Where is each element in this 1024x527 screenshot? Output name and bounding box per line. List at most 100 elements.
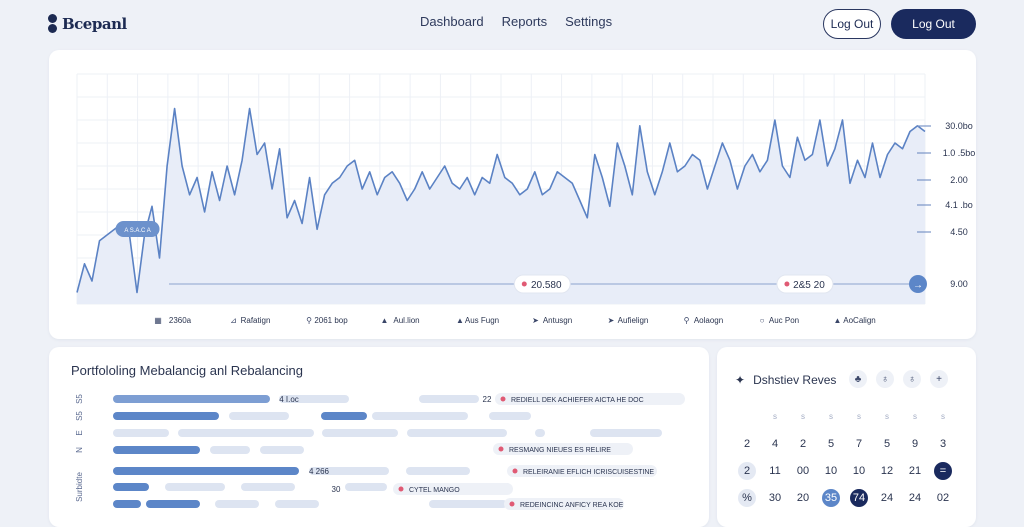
- bell-icon[interactable]: ♁: [903, 370, 921, 388]
- allocation-bar: [275, 500, 319, 508]
- tag-label: REDEINCINC ANFICY REA KOE: [520, 502, 624, 509]
- row-side-label: E: [75, 430, 84, 435]
- x-tick-label: 2061 bop: [314, 316, 348, 325]
- calendar-day[interactable]: 5: [883, 437, 891, 450]
- allocation-bar: [113, 412, 219, 420]
- calendar-day[interactable]: 10: [852, 464, 866, 477]
- calendar-day[interactable]: 20: [796, 491, 810, 504]
- tag-label: REDIELL DEK ACHIEFER AICTA HE DOC: [511, 397, 644, 404]
- calendar-day[interactable]: 2: [743, 437, 751, 450]
- allocation-bar: [113, 446, 200, 454]
- range-handle[interactable]: →: [909, 275, 927, 293]
- calendar-day[interactable]: 21: [908, 464, 922, 477]
- rebalance-tag[interactable]: RELEIRANIE EFLICH ICRISCUISESTINE: [507, 465, 657, 477]
- calendar-day[interactable]: 4: [771, 437, 779, 450]
- allocation-bar: [372, 412, 454, 420]
- allocation-bar: [146, 500, 200, 508]
- bell-icon[interactable]: ♁: [876, 370, 894, 388]
- portfolio-card: Portfololing Mebalancig anl Rebalancing …: [49, 347, 709, 527]
- calendar-day[interactable]: 2: [799, 437, 807, 450]
- calendar-day[interactable]: 3: [939, 437, 947, 450]
- weekday-label: s: [801, 412, 805, 421]
- calendar-day[interactable]: 35: [817, 484, 845, 511]
- y-tick-label: 1.0 .5bo: [943, 148, 976, 158]
- calendar-day[interactable]: 10: [824, 464, 838, 477]
- chart-annotation[interactable]: A S.A.C A: [115, 221, 160, 237]
- sparkle-icon: ✦: [735, 373, 746, 387]
- y-tick-label: 30.0bo: [945, 121, 973, 131]
- day-marker: 74: [850, 488, 868, 507]
- weekday-label: s: [913, 412, 917, 421]
- allocation-bar: [322, 429, 398, 437]
- row-value-label: 30: [332, 485, 341, 494]
- allocation-bar: [113, 429, 169, 437]
- row-side-label: S5: [75, 411, 84, 421]
- logo[interactable]: Bcepanl: [48, 14, 127, 34]
- y-tick-label: 9.00: [950, 279, 968, 289]
- nav-settings[interactable]: Settings: [565, 14, 613, 29]
- calendar-day[interactable]: 11: [769, 464, 781, 477]
- calendar-day[interactable]: 2: [733, 457, 761, 484]
- series-area: [77, 108, 925, 304]
- allocation-bar: [345, 483, 387, 491]
- logout-outline-button[interactable]: Log Out: [823, 9, 881, 39]
- x-tick-label: Aufielign: [618, 316, 649, 325]
- allocation-bar: [309, 467, 389, 475]
- calendar-day[interactable]: %: [733, 484, 761, 511]
- row-value-label: 4 I.oc: [279, 395, 299, 404]
- logout-button[interactable]: Log Out: [891, 9, 976, 39]
- calendar-day[interactable]: 12: [880, 464, 894, 477]
- main-nav: Dashboard Reports Settings: [420, 14, 612, 29]
- nav-reports[interactable]: Reports: [501, 14, 548, 29]
- calendar-day[interactable]: 02: [936, 491, 950, 504]
- weekday-label: s: [941, 412, 945, 421]
- pin-icon: ⚲: [306, 316, 312, 325]
- calendar-day[interactable]: 74: [845, 484, 873, 511]
- allocation-bar: [165, 483, 225, 491]
- allocation-bar: [590, 429, 662, 437]
- allocation-bar: [489, 412, 531, 420]
- weekday-label: s: [857, 412, 861, 421]
- x-tick-label: Rafatign: [241, 316, 271, 325]
- calendar-day[interactable]: =: [929, 457, 957, 484]
- allocation-bar: [210, 446, 250, 454]
- nav-dashboard[interactable]: Dashboard: [420, 14, 484, 29]
- arrow-icon: ➤: [532, 316, 539, 325]
- triangle-icon: ▲: [834, 316, 842, 325]
- calendar-day[interactable]: 7: [855, 437, 863, 450]
- rebalance-tag[interactable]: RESMANG NIEUES ES RELIRE: [493, 443, 633, 455]
- calendar-title: Dshstiev Reves: [753, 373, 837, 387]
- allocation-bar: [260, 446, 304, 454]
- tag-label: CYTEL MANGO: [409, 487, 460, 494]
- chart-annotation[interactable]: 2&5 20: [776, 274, 834, 294]
- plus-icon[interactable]: +: [930, 370, 948, 388]
- portfolio-title: Portfololing Mebalancig anl Rebalancing: [71, 363, 303, 378]
- pin-icon: ⚲: [684, 316, 690, 325]
- allocation-bar: [215, 500, 259, 508]
- rebalance-tag[interactable]: CYTEL MANGO: [393, 483, 513, 495]
- tree-icon[interactable]: ♣: [849, 370, 867, 388]
- calendar-card: ✦ Dshstiev Reves ♣ ♁ ♁ + s s s s s s s 2 4 2 5 7 5 9 3 2 11…: [717, 347, 976, 527]
- calendar-day[interactable]: 00: [796, 464, 810, 477]
- allocation-bar: [113, 500, 141, 508]
- triangle-icon: ▲: [456, 316, 464, 325]
- calendar-day[interactable]: 24: [880, 491, 894, 504]
- calendar-day[interactable]: 30: [768, 491, 782, 504]
- x-tick-label: 2360a: [169, 316, 192, 325]
- rebalance-tag[interactable]: REDEINCINC ANFICY REA KOE: [504, 498, 624, 510]
- calendar-day[interactable]: 9: [911, 437, 919, 450]
- calendar-day[interactable]: 5: [827, 437, 835, 450]
- tag-label: RELEIRANIE EFLICH ICRISCUISESTINE: [523, 469, 654, 476]
- calendar-day[interactable]: 24: [908, 491, 922, 504]
- weekday-label: s: [829, 412, 833, 421]
- annotation-label: 20.580: [531, 280, 562, 291]
- allocation-bar: [279, 395, 349, 403]
- price-chart: A S.A.C A 20.580 2&5 20 → 30.0bo 1.0 .5bo 2.00…: [76, 73, 976, 325]
- calendar-icon: ▦: [154, 316, 162, 325]
- y-tick-label: 4.1 .bo: [945, 200, 973, 210]
- x-tick-label: AoCalign: [843, 316, 875, 325]
- rebalance-tag[interactable]: REDIELL DEK ACHIEFER AICTA HE DOC: [495, 393, 685, 405]
- allocation-bar: [241, 483, 295, 491]
- chart-annotation[interactable]: 20.580: [513, 274, 571, 294]
- chart-card: A S.A.C A 20.580 2&5 20 → 30.0bo 1.0 .5bo 2.00…: [49, 50, 976, 339]
